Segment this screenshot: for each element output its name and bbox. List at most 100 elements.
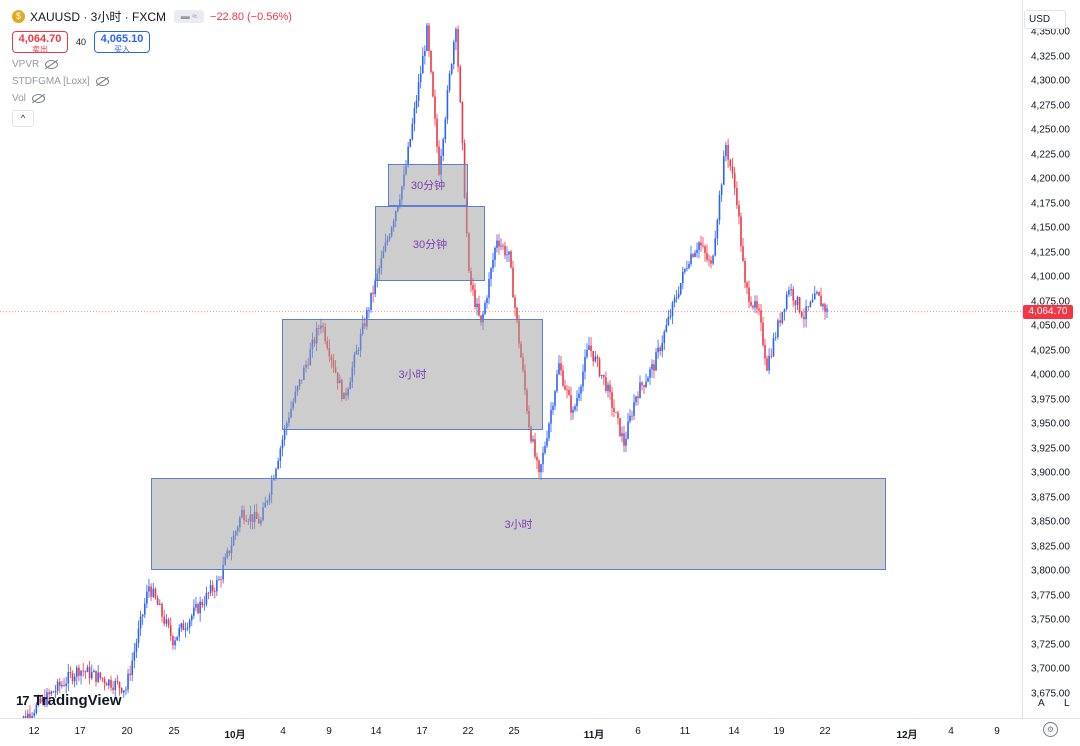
candle bbox=[90, 664, 93, 681]
candle bbox=[754, 295, 756, 313]
zone-box[interactable]: 30分钟 bbox=[375, 206, 485, 281]
candle bbox=[201, 598, 204, 609]
candle bbox=[788, 286, 790, 298]
spread-value: 40 bbox=[75, 37, 86, 47]
price-tick: 4,100.00 bbox=[1031, 271, 1070, 283]
candle bbox=[488, 272, 490, 305]
chart-area[interactable]: 30分钟 30分钟 3小时 3小时 bbox=[0, 0, 1022, 718]
candle bbox=[805, 299, 807, 328]
sell-label: 卖出 bbox=[32, 45, 48, 54]
candle bbox=[474, 283, 476, 310]
candle bbox=[667, 310, 670, 327]
price-tick: 4,275.00 bbox=[1031, 100, 1070, 111]
candle bbox=[61, 680, 63, 689]
candle bbox=[137, 620, 140, 648]
candle bbox=[150, 583, 152, 601]
indicator-vpvr[interactable]: VPVR bbox=[12, 59, 292, 70]
buy-button[interactable]: 4,065.10 买入 bbox=[94, 31, 150, 54]
candle bbox=[669, 309, 672, 320]
candle bbox=[665, 318, 668, 333]
price-tick: 4,125.00 bbox=[1031, 247, 1070, 258]
candle bbox=[692, 252, 694, 258]
time-axis[interactable]: 12 17 20 25 10月 4 9 14 17 22 25 11月 6 11 14 19 22 12月 4 9 bbox=[0, 718, 1080, 746]
candle bbox=[690, 245, 692, 267]
candle bbox=[592, 351, 594, 367]
last-price-label: 4,064.70 bbox=[1023, 305, 1073, 319]
time-tick: 12月 bbox=[896, 730, 918, 741]
zone-box[interactable]: 30分钟 bbox=[388, 164, 468, 207]
zone-box[interactable]: 3小时 bbox=[282, 319, 543, 430]
tradingview-logo[interactable]: 17 TradingView bbox=[16, 692, 122, 709]
candle bbox=[684, 268, 686, 275]
candle bbox=[209, 579, 212, 596]
candle bbox=[552, 402, 554, 415]
candle bbox=[54, 685, 57, 699]
candle bbox=[436, 114, 438, 153]
symbol-title[interactable]: XAUUSD · 3小时 · FXCM bbox=[30, 10, 167, 24]
price-tick: 3,825.00 bbox=[1031, 541, 1070, 552]
candle bbox=[548, 421, 550, 442]
candle bbox=[822, 303, 824, 311]
candle bbox=[566, 385, 568, 399]
candle bbox=[220, 575, 222, 588]
price-tick: 3,700.00 bbox=[1031, 663, 1070, 675]
candle bbox=[415, 95, 418, 114]
price-axis[interactable]: 4,350.00 4,325.00 4,300.00 4,275.00 4,250.00… bbox=[1022, 0, 1080, 718]
price-tick: 3,975.00 bbox=[1031, 394, 1070, 405]
candle bbox=[605, 371, 607, 393]
price-tick: 3,725.00 bbox=[1031, 639, 1070, 650]
candle bbox=[558, 354, 560, 376]
zone-label: 30分钟 bbox=[410, 180, 446, 193]
candle bbox=[542, 446, 544, 473]
indicator-stdfgma[interactable]: STDFGMA [Loxx] bbox=[12, 76, 292, 87]
candle bbox=[781, 311, 784, 325]
candle bbox=[108, 679, 110, 690]
chart-legend: $ XAUUSD · 3小时 · FXCM ▬ ≈ −22.80 (−0.56%… bbox=[12, 8, 292, 127]
candle bbox=[78, 664, 80, 681]
candle bbox=[512, 260, 514, 298]
candle bbox=[58, 677, 61, 694]
candle bbox=[631, 410, 633, 421]
candle bbox=[736, 181, 738, 209]
indicator-label: VPVR bbox=[12, 59, 40, 70]
price-tick: 3,950.00 bbox=[1031, 418, 1070, 430]
candle bbox=[199, 596, 201, 622]
tradingview-mark-icon: 17 bbox=[16, 693, 30, 708]
candle bbox=[722, 150, 725, 185]
candle bbox=[760, 303, 762, 332]
candle bbox=[576, 390, 578, 412]
candle bbox=[738, 200, 740, 225]
candle bbox=[681, 266, 684, 290]
candle bbox=[716, 218, 719, 246]
eye-hidden-icon[interactable] bbox=[95, 77, 109, 86]
candle bbox=[785, 291, 788, 311]
candle bbox=[88, 660, 91, 685]
candle bbox=[370, 292, 372, 313]
candle bbox=[609, 380, 611, 400]
candle bbox=[125, 686, 127, 696]
candle bbox=[213, 587, 216, 599]
auto-scale-button[interactable]: A bbox=[1038, 698, 1045, 709]
zone-box[interactable]: 3小时 bbox=[151, 477, 886, 570]
candle bbox=[484, 300, 486, 316]
candle bbox=[534, 432, 536, 460]
visibility-toggle-icon[interactable]: ▬ ≈ bbox=[174, 10, 205, 23]
candle bbox=[574, 404, 576, 412]
eye-hidden-icon[interactable] bbox=[31, 94, 45, 103]
candle bbox=[550, 402, 552, 433]
candle bbox=[603, 374, 605, 386]
candle bbox=[472, 278, 474, 296]
sell-button[interactable]: 4,064.70 卖出 bbox=[12, 31, 68, 54]
currency-selector[interactable]: USD bbox=[1024, 10, 1066, 29]
candle bbox=[174, 636, 176, 650]
settings-gear-icon[interactable]: ⚙ bbox=[1043, 722, 1058, 737]
log-scale-button[interactable]: L bbox=[1064, 698, 1070, 709]
eye-hidden-icon[interactable] bbox=[45, 60, 59, 69]
candle bbox=[546, 430, 548, 449]
candle bbox=[820, 287, 822, 307]
candle bbox=[633, 394, 635, 420]
collapse-legend-button[interactable]: ^ bbox=[12, 110, 34, 127]
indicator-vol[interactable]: Vol bbox=[12, 93, 292, 104]
candle bbox=[457, 25, 459, 73]
candle bbox=[809, 300, 812, 308]
